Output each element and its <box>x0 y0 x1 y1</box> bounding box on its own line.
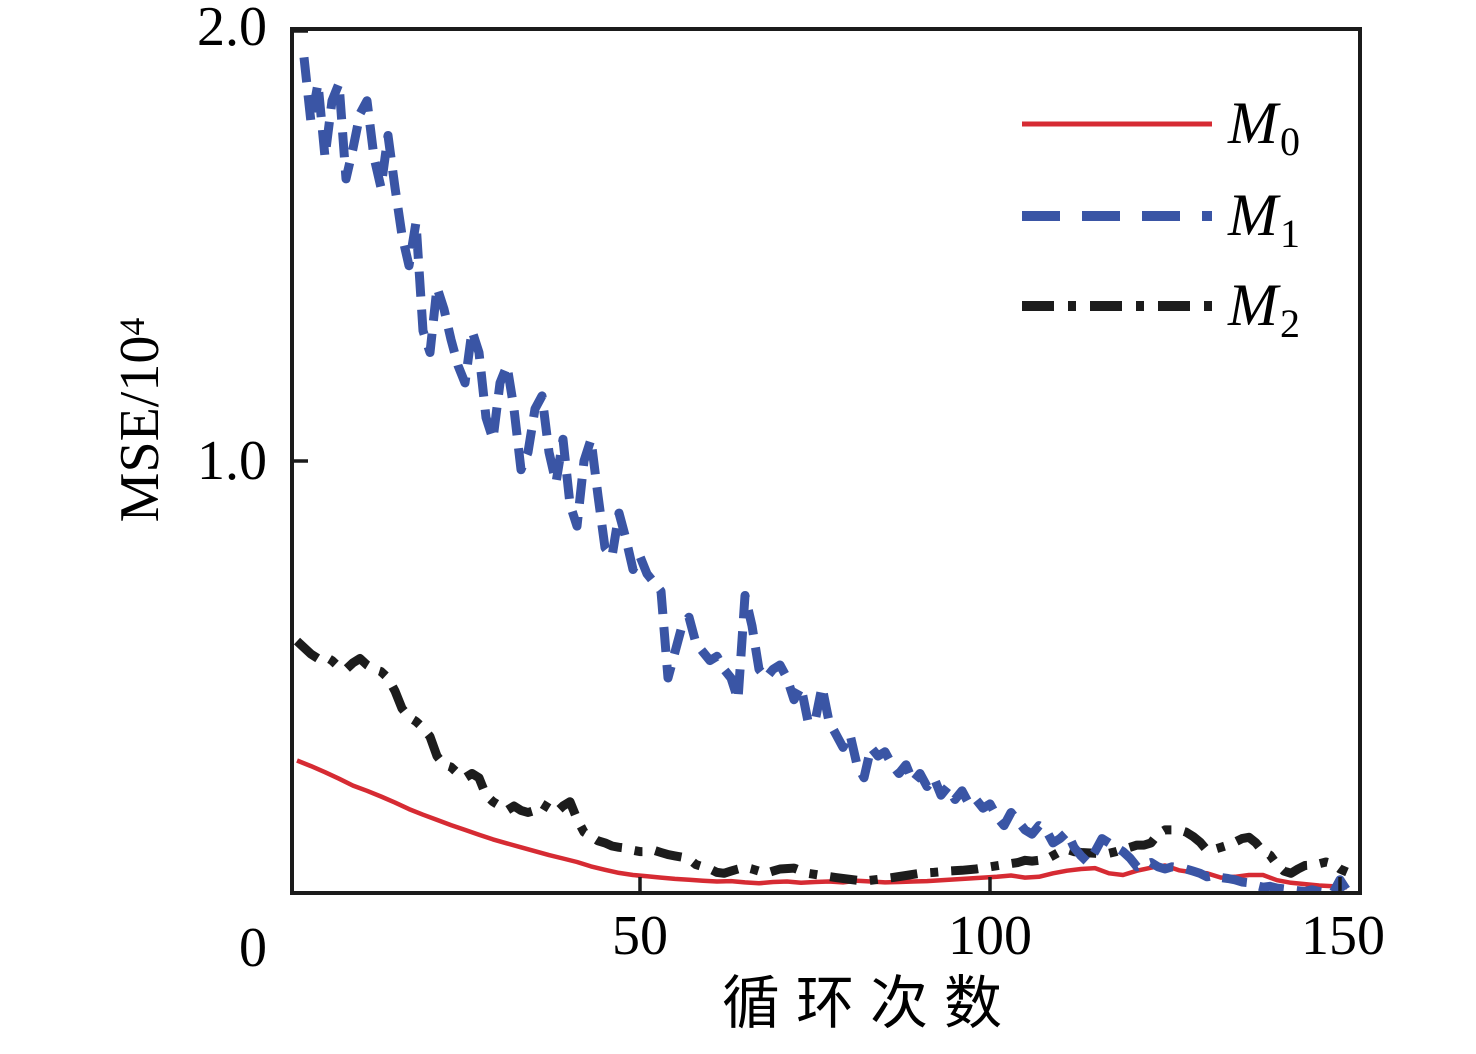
legend-label-m0: M0 <box>1228 90 1300 164</box>
origin-tick-label: 0 <box>239 917 267 979</box>
y-axis-title: MSE/104 <box>104 317 171 523</box>
series-group <box>293 56 1357 895</box>
y-axis-title-base: MSE/10 <box>109 335 171 523</box>
legend-row-m0: M0 <box>1020 90 1380 164</box>
series-line-m1 <box>299 56 1357 895</box>
x-axis-title: 循环次数 <box>721 971 1018 1036</box>
y-tick-label-2.0: 2.0 <box>197 0 267 58</box>
legend-label-m2: M2 <box>1228 272 1300 346</box>
legend-label-m1: M1 <box>1228 182 1300 256</box>
legend-row-m1: M1 <box>1020 182 1380 256</box>
legend-line-m1 <box>1022 211 1212 221</box>
y-tick-label-1.0: 1.0 <box>197 430 267 492</box>
x-tick-label-150: 150 <box>1301 905 1385 967</box>
legend-line-m0 <box>1022 121 1212 127</box>
legend-line-m2 <box>1022 301 1212 311</box>
legend: M0 M1 M2 <box>1020 80 1380 370</box>
series-line-m2 <box>293 637 1349 886</box>
legend-row-m2: M2 <box>1020 272 1380 346</box>
x-tick-label-50: 50 <box>612 905 668 967</box>
y-axis-title-exponent: 4 <box>112 317 152 336</box>
x-tick-label-100: 100 <box>948 905 1032 967</box>
